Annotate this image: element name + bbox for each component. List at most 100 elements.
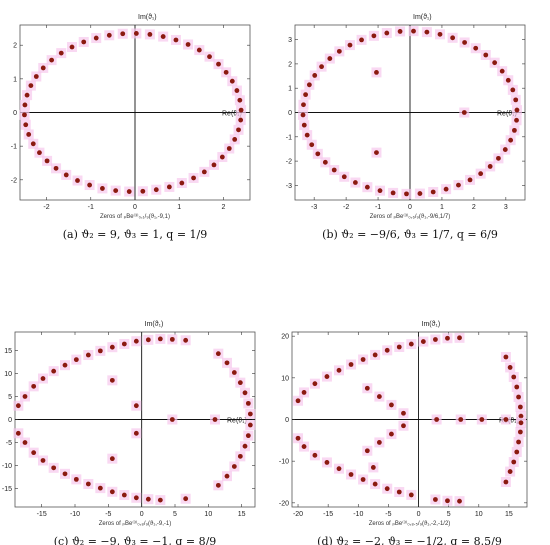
zero-point [22, 112, 27, 118]
x-tick-label: -10 [70, 511, 80, 518]
zero-point [371, 33, 377, 39]
zero-point [374, 150, 379, 156]
zero-point [201, 169, 207, 175]
zero-point [384, 347, 390, 353]
zero-points [293, 332, 526, 507]
zero-points [298, 26, 522, 199]
x-tick-label: -10 [353, 511, 363, 518]
zero-point [517, 404, 523, 410]
zero-point [183, 337, 189, 343]
zero-point [499, 68, 505, 74]
x-tick-label: 10 [475, 511, 483, 518]
zero-point [215, 351, 221, 357]
y-tick-label: 2 [13, 43, 17, 50]
zero-point [513, 97, 519, 103]
zero-point [505, 77, 511, 83]
zero-point [352, 180, 358, 185]
zero-point [157, 497, 163, 503]
x-tick-label: 15 [238, 511, 246, 518]
zero-point [157, 336, 163, 342]
zero-point [145, 337, 151, 343]
zero-point [223, 69, 229, 75]
zero-point [511, 374, 517, 380]
x-axis-caption: Zeros of ₚBe⁽³⁾₀,₈.₅/₉(ϑ₁,-2,-1/2) [369, 520, 451, 527]
zero-point [360, 357, 366, 362]
zero-point [424, 29, 430, 35]
x-axis-caption: Zeros of ₚBe⁽³⁾₀,₁/₉(ϑ₁,-9,1) [100, 213, 170, 220]
zero-point [166, 184, 172, 190]
zero-point [196, 47, 202, 53]
zero-point [232, 136, 238, 142]
zero-point [183, 496, 189, 502]
y-tick-label: 10 [281, 375, 289, 382]
zero-point [502, 147, 508, 152]
zero-point [397, 29, 403, 34]
zero-point [219, 154, 225, 160]
zero-point [242, 390, 248, 396]
zero-point [247, 411, 253, 417]
zero-point [487, 164, 493, 169]
zero-point [445, 498, 450, 504]
zero-point [22, 394, 28, 399]
zero-point [516, 394, 521, 400]
zero-point [224, 473, 230, 479]
y-tick-label: 0 [285, 417, 289, 424]
zero-point [109, 377, 115, 383]
zero-point [295, 398, 301, 404]
zero-point [389, 431, 394, 437]
zero-point [348, 362, 354, 367]
zero-point [445, 335, 450, 341]
zero-point [315, 151, 321, 157]
zero-point [224, 360, 230, 366]
zero-point [324, 460, 330, 465]
zero-point [93, 35, 99, 41]
y-tick-label: -3 [286, 183, 292, 190]
zero-point [492, 60, 498, 66]
zero-point [458, 417, 464, 422]
zero-point [510, 87, 516, 93]
zero-point [389, 402, 394, 408]
panel-caption: (d) ϑ₂ = −2, ϑ₃ = −1/2, q = 8.5/9 [317, 535, 502, 545]
zero-point [173, 37, 179, 43]
zero-point [15, 403, 21, 409]
zero-point [73, 357, 79, 363]
zero-point [212, 417, 218, 422]
zero-point [364, 385, 370, 391]
zero-point [247, 422, 253, 428]
zero-point [420, 339, 426, 344]
zero-point [133, 31, 139, 36]
zero-point [434, 417, 440, 422]
zero-point [396, 344, 402, 350]
zero-point [309, 142, 315, 148]
y-tick-label: 0 [13, 110, 17, 117]
y-tick-label: 10 [4, 371, 12, 378]
zero-point [457, 335, 462, 341]
x-tick-label: -2 [43, 204, 49, 211]
zero-point [360, 477, 366, 482]
zero-point [51, 368, 57, 374]
zero-point [300, 112, 306, 118]
zero-point [215, 482, 221, 488]
zero-point [336, 367, 342, 373]
zero-point [226, 146, 232, 151]
zero-point [238, 107, 244, 113]
zero-point [85, 481, 91, 487]
x-tick-label: 5 [447, 511, 451, 518]
zero-point [37, 150, 42, 156]
x-axis-end-label: Re(ϑ₁) [497, 111, 517, 118]
zero-point [384, 30, 390, 36]
y-tick-label: -5 [6, 440, 12, 447]
zero-point [507, 365, 513, 370]
zero-point [121, 492, 127, 498]
zero-point [301, 102, 306, 108]
zero-point [301, 444, 307, 449]
y-tick-label: -15 [2, 486, 12, 493]
zero-point [508, 137, 514, 143]
zero-point [109, 344, 115, 350]
zero-point [238, 117, 244, 123]
chart-panel-a: -2 -1 0 1 2 -2 -1 0 1 2 Im(ϑ₁) Re(ϑ₁) Zeros of ₚBe⁽³… [11, 14, 251, 241]
x-tick-label: 5 [173, 511, 177, 518]
zero-point [207, 54, 212, 60]
x-tick-label: -1 [375, 204, 381, 211]
zero-point [473, 45, 479, 51]
